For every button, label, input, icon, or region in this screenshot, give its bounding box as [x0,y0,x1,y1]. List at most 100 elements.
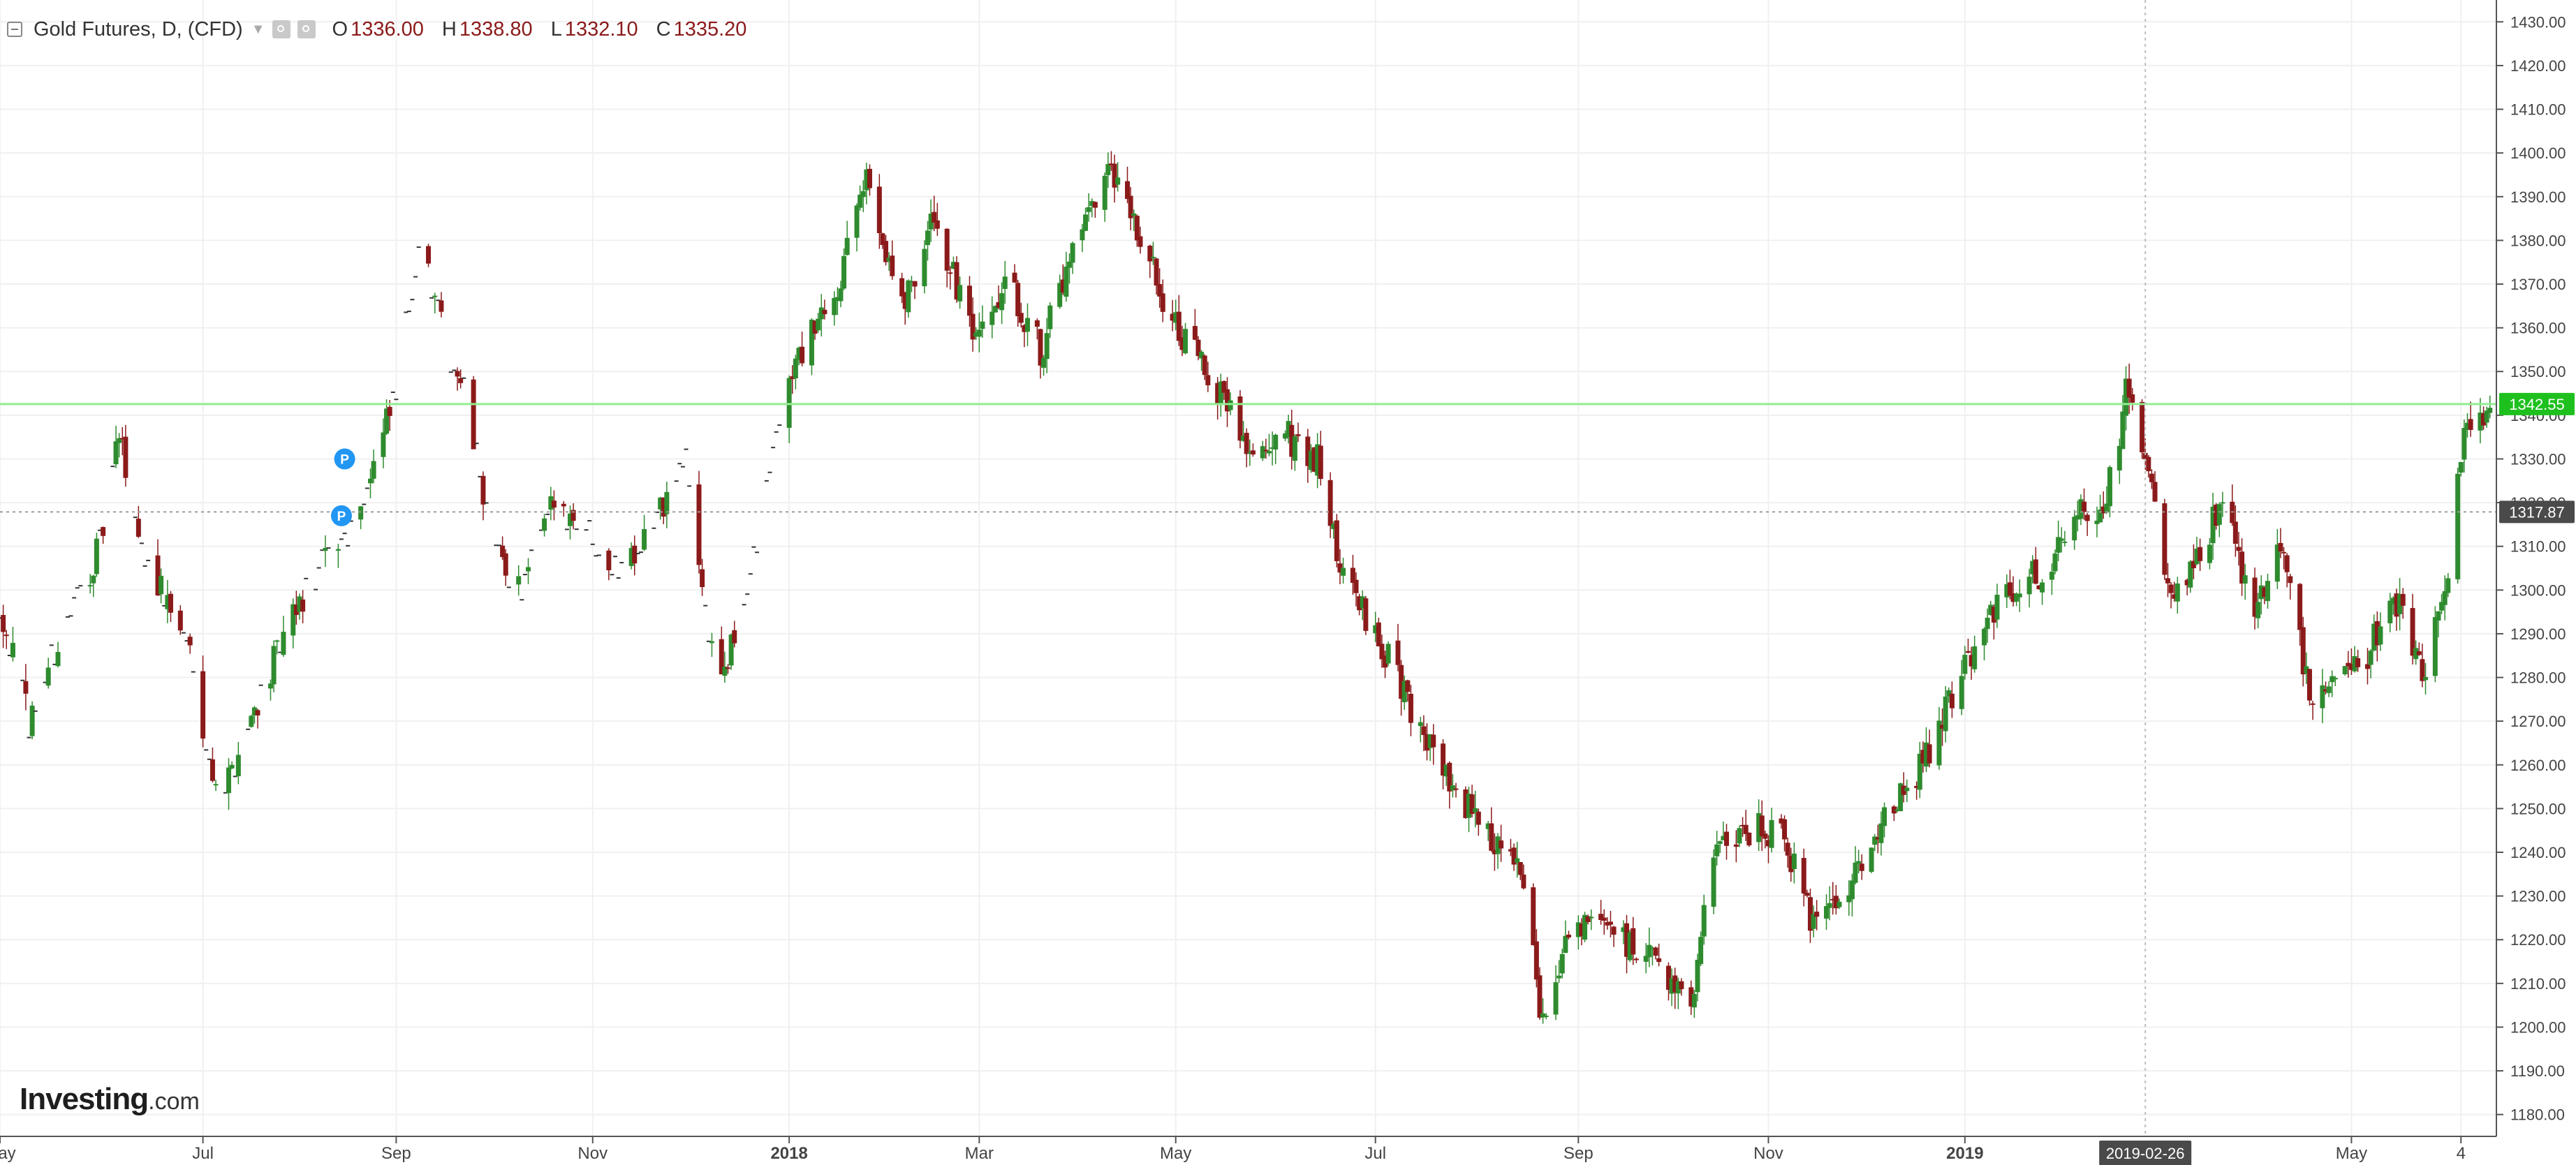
candle-body [2198,547,2203,561]
candle-body [1804,892,1810,896]
settings-icon[interactable] [297,20,316,38]
candle [1379,635,1385,668]
visibility-icon[interactable] [272,20,290,38]
candle [966,276,972,327]
candle [2262,586,2267,604]
candle-body [954,262,959,300]
candle [1363,595,1369,635]
candle [526,558,531,584]
chevron-down-icon[interactable]: ▼ [251,21,265,37]
candle-body [1160,293,1165,312]
candle-body [1788,855,1794,873]
candle [2368,648,2373,679]
candle [1698,931,1704,966]
candle-body [2288,576,2293,584]
candle-body [1115,177,1121,185]
candle-body [1305,436,1311,466]
price-tick-label: 1190.00 [2510,1062,2565,1080]
candle-body [1756,812,1762,843]
candle [2387,593,2393,632]
candle [1463,786,1469,819]
candle-doji [68,615,73,617]
candle-doji [181,632,186,634]
candle [973,327,979,341]
candle [235,741,241,785]
candle [886,252,892,272]
candle [1080,223,1085,253]
candle-body [381,432,386,457]
candle [2420,644,2425,688]
candle [1499,824,1504,862]
crosshair-date-badge-text: 2019-02-26 [2106,1145,2185,1162]
candle-body [1746,832,1752,846]
candle [1627,930,1633,963]
candle [2236,531,2242,566]
grid [0,0,2496,1136]
candle-body [1582,914,1588,940]
candle-doji [506,586,511,588]
pivot-marker: P [330,505,352,526]
candle [1649,946,1655,966]
candle [606,548,612,581]
candle [1195,336,1201,361]
candle-body [1711,857,1716,907]
candle-body [726,667,731,669]
current-price-badge-text: 1342.55 [2509,396,2565,413]
candle-doji [751,546,756,548]
candle-body [2168,584,2174,593]
candle [367,468,373,499]
candle [1025,303,1031,346]
candle-body [906,280,911,313]
collapse-icon[interactable] [7,22,22,37]
candle-body [1589,917,1594,919]
candle-body [2468,419,2473,430]
candle-body [297,596,302,612]
candle [2207,537,2212,570]
candle-body [2262,587,2267,598]
candle-body [117,438,122,443]
candle [1266,433,1272,457]
candle-body [1605,922,1610,926]
candle [1441,739,1446,789]
candle-doji [33,710,38,712]
candle [1425,723,1430,761]
candle-body [957,285,963,302]
candle-body [1556,975,1562,979]
candle [1012,264,1017,283]
candle [1315,433,1320,489]
candle-body [1408,693,1413,723]
candle-body [1607,921,1613,925]
candle-body [1585,916,1591,922]
candle-body [1475,811,1481,825]
candle [1737,825,1742,847]
candle-body [2210,506,2216,544]
candle-body [1691,993,1697,1008]
candle-body [2017,593,2022,598]
candle-body [1965,651,1971,653]
candle-body [989,311,995,325]
candle-body [838,288,844,302]
candle [2084,513,2090,536]
candle [2140,399,2145,459]
candle [876,174,882,249]
candle [2168,581,2174,609]
candle-body [1266,451,1272,454]
candle-body [632,545,638,564]
candle-body [2378,626,2383,645]
candle [992,305,998,313]
candle-body [1762,833,1768,839]
candle [2397,578,2403,630]
candle [1647,927,1652,967]
candle-body [1559,953,1565,974]
candle [1701,894,1707,945]
candle-body [700,569,705,588]
candle-doji [520,599,524,601]
candle-body [2120,411,2126,450]
candle-body [1041,357,1047,368]
candle [1675,977,1681,1009]
candle-body [1940,725,1945,729]
candle [2026,568,2032,608]
candle-doji [474,443,479,445]
candle-body [976,329,982,337]
